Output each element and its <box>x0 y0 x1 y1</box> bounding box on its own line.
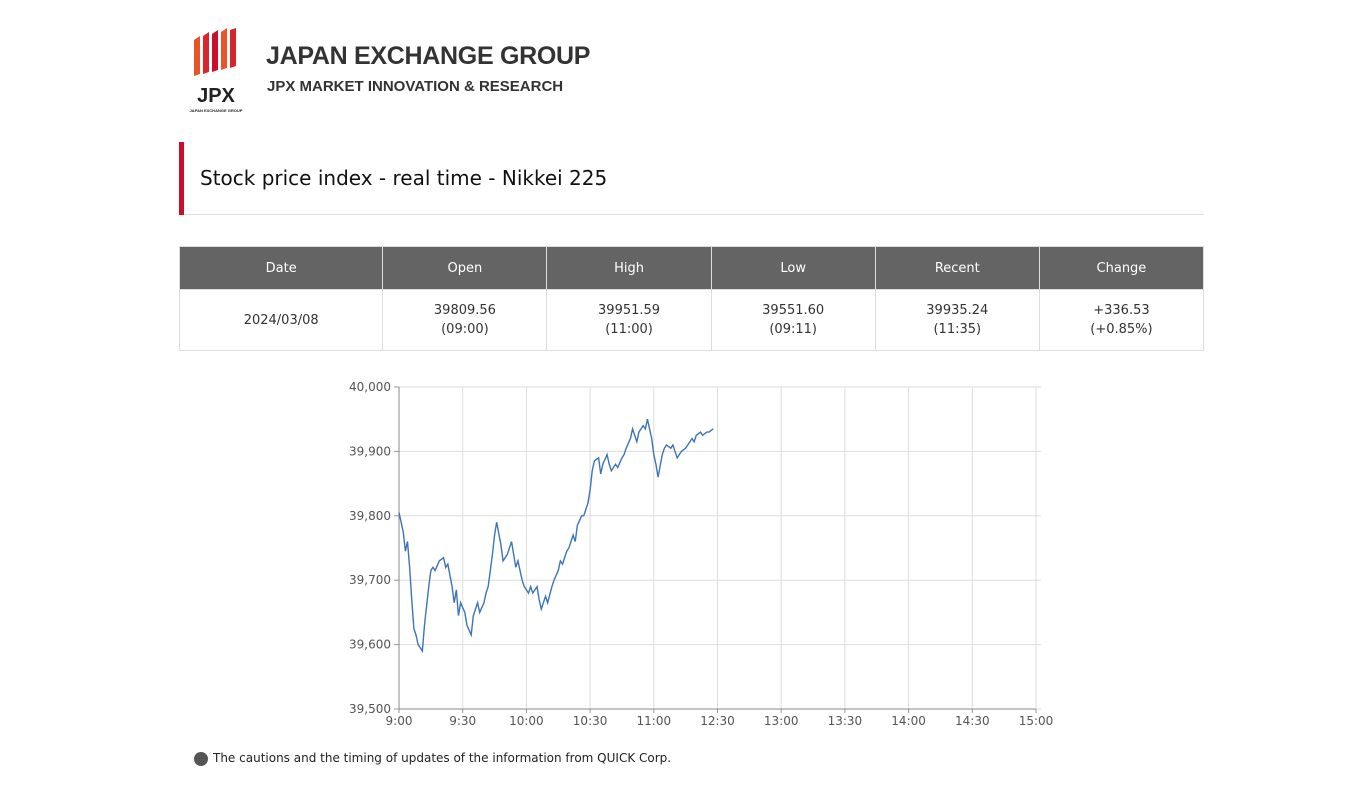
value: 39551.60 <box>762 303 825 318</box>
data-row: 2024/03/08 39809.56 (09:00) 39951.59 (11:0… <box>178 289 1205 351</box>
th: Recent <box>874 246 1040 290</box>
cell: 39935.24 (11:35) <box>874 289 1040 351</box>
x-tick-label: 10:00 <box>509 714 544 728</box>
x-tick-label: 10:30 <box>573 714 608 728</box>
price-table: Date Open High Low Recent Change 2024/03… <box>178 246 1205 351</box>
info-icon[interactable] <box>194 752 208 766</box>
logo-small: JAPAN EXCHANGE GROUP <box>190 108 243 113</box>
cell: 39951.59 (11:00) <box>546 289 712 351</box>
th: High <box>546 246 712 290</box>
header-subtitle: JPX MARKET INNOVATION & RESEARCH <box>267 78 564 95</box>
time: (11:35) <box>933 322 982 337</box>
value: 39935.24 <box>926 303 989 318</box>
price-line <box>398 419 714 654</box>
th: Open <box>382 246 548 290</box>
y-tick-label: 40,000 <box>349 380 391 394</box>
x-tick-label: 14:00 <box>891 714 926 728</box>
th: Low <box>710 246 876 290</box>
cell: 2024/03/08 <box>178 289 384 351</box>
chart: 39,500 39,600 39,700 39,800 39,900 40,000 9:00… <box>349 380 1054 728</box>
cell: +336.53 (+0.85%) <box>1038 289 1205 351</box>
cell: 39809.56 (09:00) <box>382 289 548 351</box>
time: (09:11) <box>769 322 817 337</box>
page-title-box: Stock price index - real time - Nikkei 2… <box>179 142 1204 215</box>
y-tick-label: 39,500 <box>349 702 391 716</box>
x-tick-label: 12:30 <box>700 714 735 728</box>
value: +336.53 <box>1093 303 1150 318</box>
th: Change <box>1038 246 1205 290</box>
footer-link[interactable]: The cautions and the timing of updates o… <box>213 751 672 765</box>
header-title: JAPAN EXCHANGE GROUP <box>266 42 591 70</box>
y-tick-label: 39,600 <box>349 638 391 652</box>
page-title: Stock price index - real time - Nikkei 2… <box>200 166 608 190</box>
x-tick-label: 13:00 <box>764 714 799 728</box>
x-tick-label: 9:30 <box>449 714 476 728</box>
x-tick-label: 14:30 <box>955 714 990 728</box>
cell: 39551.60 (09:11) <box>710 289 876 351</box>
th: Date <box>178 246 384 290</box>
value: 39951.59 <box>598 303 661 318</box>
x-tick-label: 13:30 <box>828 714 863 728</box>
accent-bar <box>179 142 184 215</box>
header-row: Date Open High Low Recent Change <box>178 246 1205 290</box>
x-tick-label: 15:00 <box>1019 714 1054 728</box>
time: (+0.85%) <box>1090 322 1153 337</box>
logo: JPX JAPAN EXCHANGE GROUP <box>190 28 243 113</box>
y-tick-label: 39,700 <box>349 573 391 587</box>
time: (11:00) <box>605 322 653 337</box>
x-tick-label: 9:00 <box>386 714 413 728</box>
y-tick-label: 39,900 <box>349 444 391 458</box>
value: 39809.56 <box>433 303 496 318</box>
time: (09:00) <box>441 322 489 337</box>
x-tick-label: 11:00 <box>637 714 672 728</box>
logo-text: JPX <box>197 85 235 107</box>
y-tick-label: 39,800 <box>349 509 391 523</box>
